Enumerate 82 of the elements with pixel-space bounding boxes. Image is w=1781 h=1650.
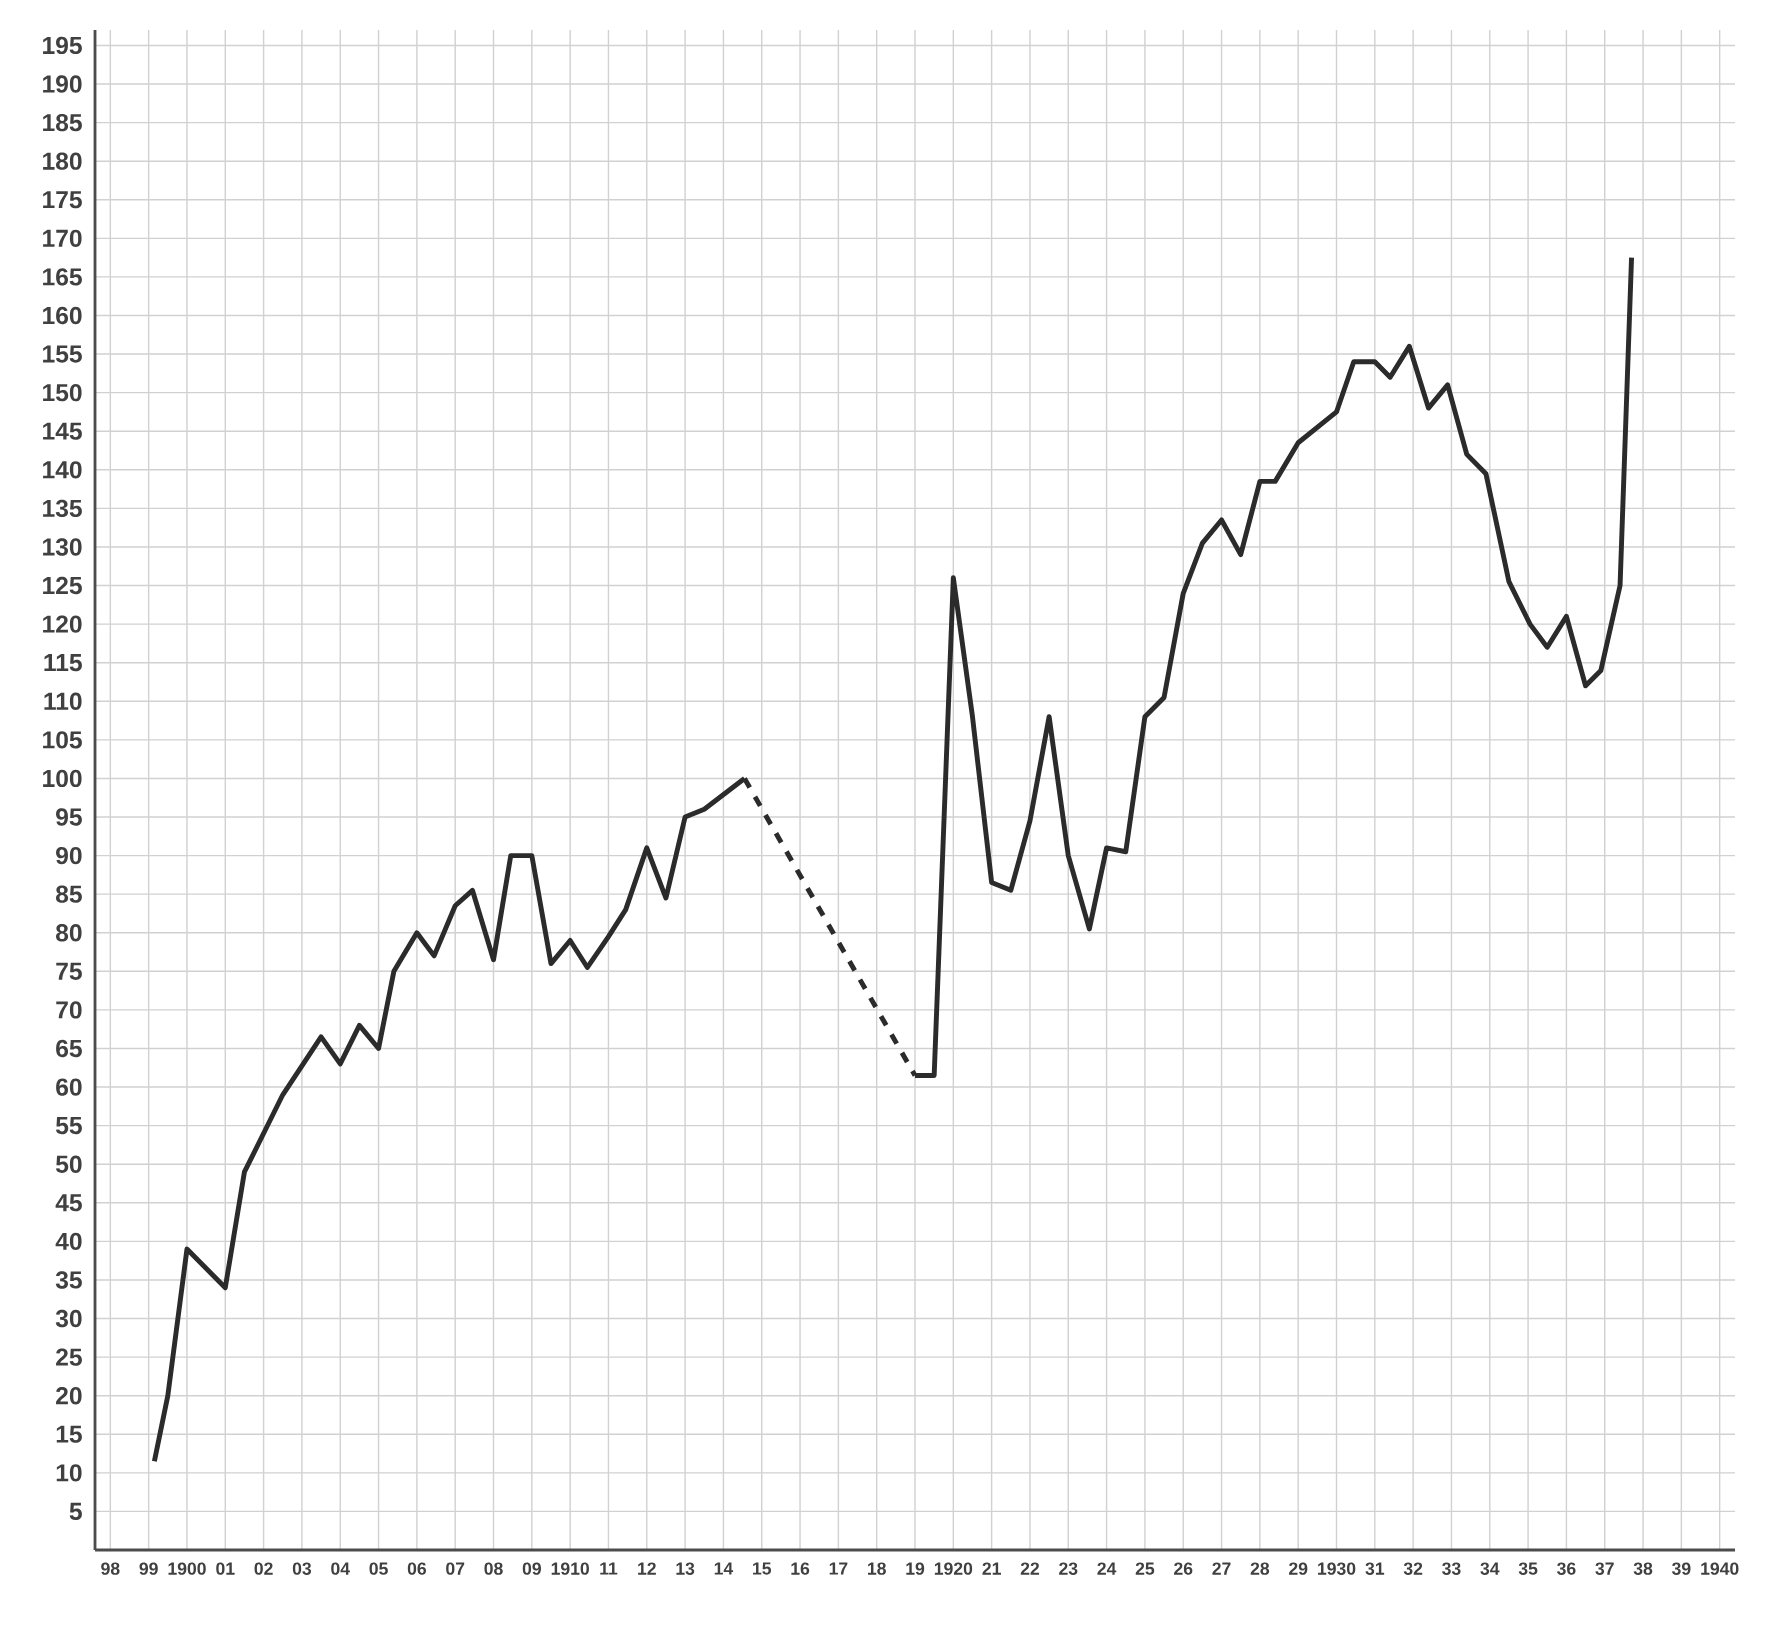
y-tick-label: 95 <box>56 808 82 826</box>
x-tick-label: 27 <box>1212 1562 1231 1575</box>
y-tick-label: 155 <box>43 345 82 363</box>
y-tick-label: 85 <box>56 885 82 903</box>
x-tick-label: 1900 <box>168 1562 206 1575</box>
x-tick-label: 04 <box>331 1562 350 1575</box>
y-tick-label: 70 <box>56 1001 82 1019</box>
x-tick-label: 15 <box>753 1562 772 1575</box>
x-tick-label: 33 <box>1442 1562 1461 1575</box>
y-tick-label: 110 <box>44 692 82 710</box>
y-tick-label: 50 <box>56 1155 82 1173</box>
x-tick-label: 99 <box>139 1562 158 1575</box>
x-tick-label: 26 <box>1174 1562 1193 1575</box>
x-tick-label: 28 <box>1250 1562 1270 1575</box>
y-tick-label: 35 <box>55 1271 82 1289</box>
y-tick-label: 105 <box>43 731 82 749</box>
x-tick-label: 19 <box>906 1562 925 1575</box>
y-tick-label: 170 <box>43 229 82 248</box>
y-tick-label: 185 <box>43 113 82 132</box>
y-tick-label: 180 <box>43 152 82 170</box>
y-tick-label: 90 <box>56 846 82 865</box>
x-tick-label: 36 <box>1557 1562 1576 1575</box>
x-tick-label: 23 <box>1059 1562 1078 1575</box>
y-tick-label: 140 <box>43 461 82 479</box>
y-tick-label: 195 <box>43 36 82 55</box>
x-tick-label: 06 <box>407 1562 427 1575</box>
x-tick-label: 16 <box>791 1562 810 1575</box>
x-tick-label: 31 <box>1365 1562 1385 1575</box>
y-tick-label: 175 <box>43 191 82 209</box>
x-tick-label: 25 <box>1135 1562 1155 1575</box>
x-tick-label: 21 <box>982 1562 1001 1575</box>
y-tick-label: 115 <box>44 654 82 672</box>
y-tick-label: 125 <box>43 576 82 595</box>
y-tick-label: 30 <box>55 1309 82 1328</box>
y-tick-label: 150 <box>43 383 82 402</box>
x-tick-label: 01 <box>216 1562 235 1575</box>
x-tick-label: 12 <box>638 1562 656 1575</box>
y-tick-label: 10 <box>56 1464 82 1482</box>
x-tick-label: 98 <box>101 1562 120 1575</box>
x-tick-label: 1930 <box>1318 1562 1356 1575</box>
y-tick-label: 80 <box>56 924 82 942</box>
x-tick-label: 37 <box>1595 1562 1614 1575</box>
y-tick-label: 145 <box>43 422 82 440</box>
x-tick-label: 18 <box>868 1562 886 1575</box>
x-tick-label: 14 <box>714 1562 734 1575</box>
x-tick-label: 08 <box>484 1562 503 1575</box>
y-tick-label: 55 <box>56 1117 82 1135</box>
x-tick-label: 38 <box>1633 1562 1653 1575</box>
y-tick-label: 160 <box>43 306 82 325</box>
x-tick-label: 02 <box>254 1562 273 1575</box>
x-tick-label: 1920 <box>934 1562 973 1575</box>
x-tick-label: 1910 <box>551 1562 589 1575</box>
x-tick-label: 32 <box>1403 1562 1423 1575</box>
y-tick-label: 100 <box>43 769 82 788</box>
y-tick-label: 20 <box>56 1387 82 1405</box>
y-tick-label: 75 <box>56 962 82 980</box>
x-tick-label: 17 <box>829 1562 848 1575</box>
x-tick-label: 1940 <box>1701 1562 1739 1575</box>
x-tick-label: 34 <box>1480 1562 1500 1575</box>
y-tick-label: 15 <box>56 1425 82 1443</box>
y-tick-label: 60 <box>56 1078 82 1096</box>
x-tick-label: 29 <box>1289 1562 1308 1575</box>
y-tick-label: 190 <box>43 75 82 93</box>
x-tick-label: 05 <box>369 1562 388 1575</box>
y-tick-label: 130 <box>43 538 82 556</box>
y-tick-label: 25 <box>56 1348 82 1366</box>
x-tick-label: 24 <box>1097 1562 1117 1575</box>
y-tick-label: 40 <box>55 1232 82 1251</box>
x-tick-label: 11 <box>600 1562 618 1575</box>
y-tick-label: 5 <box>69 1502 82 1520</box>
x-tick-label: 07 <box>446 1562 465 1575</box>
x-tick-label: 09 <box>522 1562 541 1575</box>
y-tick-label: 165 <box>43 268 82 286</box>
x-tick-label: 39 <box>1671 1562 1691 1575</box>
x-tick-label: 35 <box>1518 1562 1538 1575</box>
y-tick-label: 45 <box>55 1194 82 1212</box>
x-tick-label: 22 <box>1020 1562 1040 1575</box>
y-tick-label: 135 <box>43 499 82 518</box>
x-tick-label: 13 <box>676 1562 695 1575</box>
x-tick-label: 03 <box>292 1562 312 1575</box>
y-tick-label: 65 <box>56 1039 82 1058</box>
y-tick-label: 120 <box>43 615 82 633</box>
